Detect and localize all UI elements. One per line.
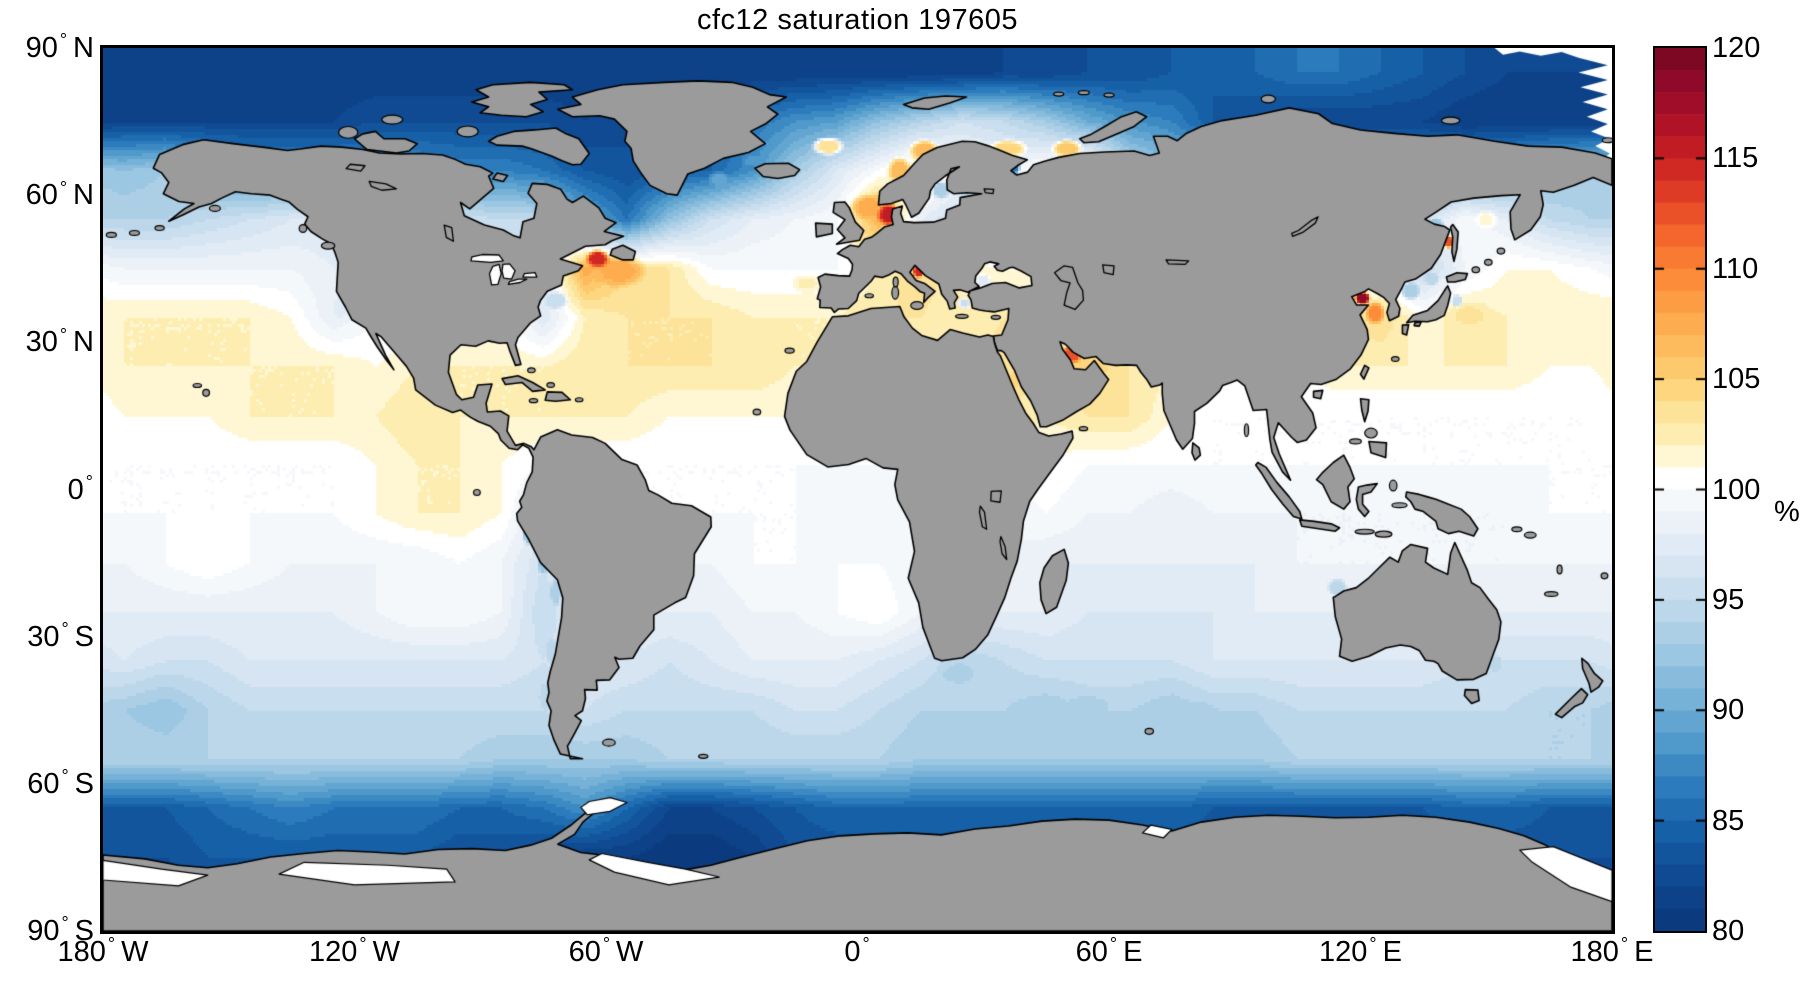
world-map-canvas [103, 48, 1612, 931]
lon-tick-label: 60 ° W [568, 934, 644, 968]
lon-tick-label: 60 ° E [1075, 934, 1143, 968]
colorbar-tick-label: 105 [1712, 363, 1761, 396]
lat-tick-label: 90 ° N [25, 30, 94, 64]
lat-tick-label: 30 ° S [27, 619, 94, 653]
colorbar-tick-label: 80 [1712, 915, 1745, 947]
colorbar-tick-label: 120 [1712, 32, 1761, 64]
map-plot-area [100, 45, 1615, 934]
lat-tick-label: 90 ° S [27, 913, 94, 947]
plot-title: cfc12 saturation 197605 [696, 4, 1019, 36]
lon-tick-label: 120 ° W [309, 934, 400, 968]
colorbar-tick-label: 90 [1712, 694, 1745, 727]
lat-tick-label: 60 ° N [25, 177, 94, 212]
colorbar-unit-label: % [1774, 496, 1800, 528]
lon-tick-label: 180 ° W [57, 934, 149, 968]
colorbar-tick-label: 85 [1712, 804, 1745, 837]
lat-tick-label: 30 ° N [25, 324, 94, 359]
lat-tick-label: 0 ° [67, 471, 93, 506]
lon-tick-label: 120 ° E [1319, 934, 1402, 968]
colorbar-tick-label: 110 [1712, 252, 1759, 285]
colorbar-canvas [1655, 48, 1705, 931]
colorbar [1653, 46, 1707, 933]
colorbar-tick-label: 100 [1712, 473, 1761, 506]
colorbar-tick-label: 95 [1712, 583, 1745, 616]
lon-tick-label: 180 ° E [1570, 934, 1654, 968]
colorbar-tick-label: 115 [1712, 142, 1759, 175]
lat-tick-label: 60 ° S [27, 766, 94, 800]
lon-tick-label: 0 ° [844, 934, 870, 968]
